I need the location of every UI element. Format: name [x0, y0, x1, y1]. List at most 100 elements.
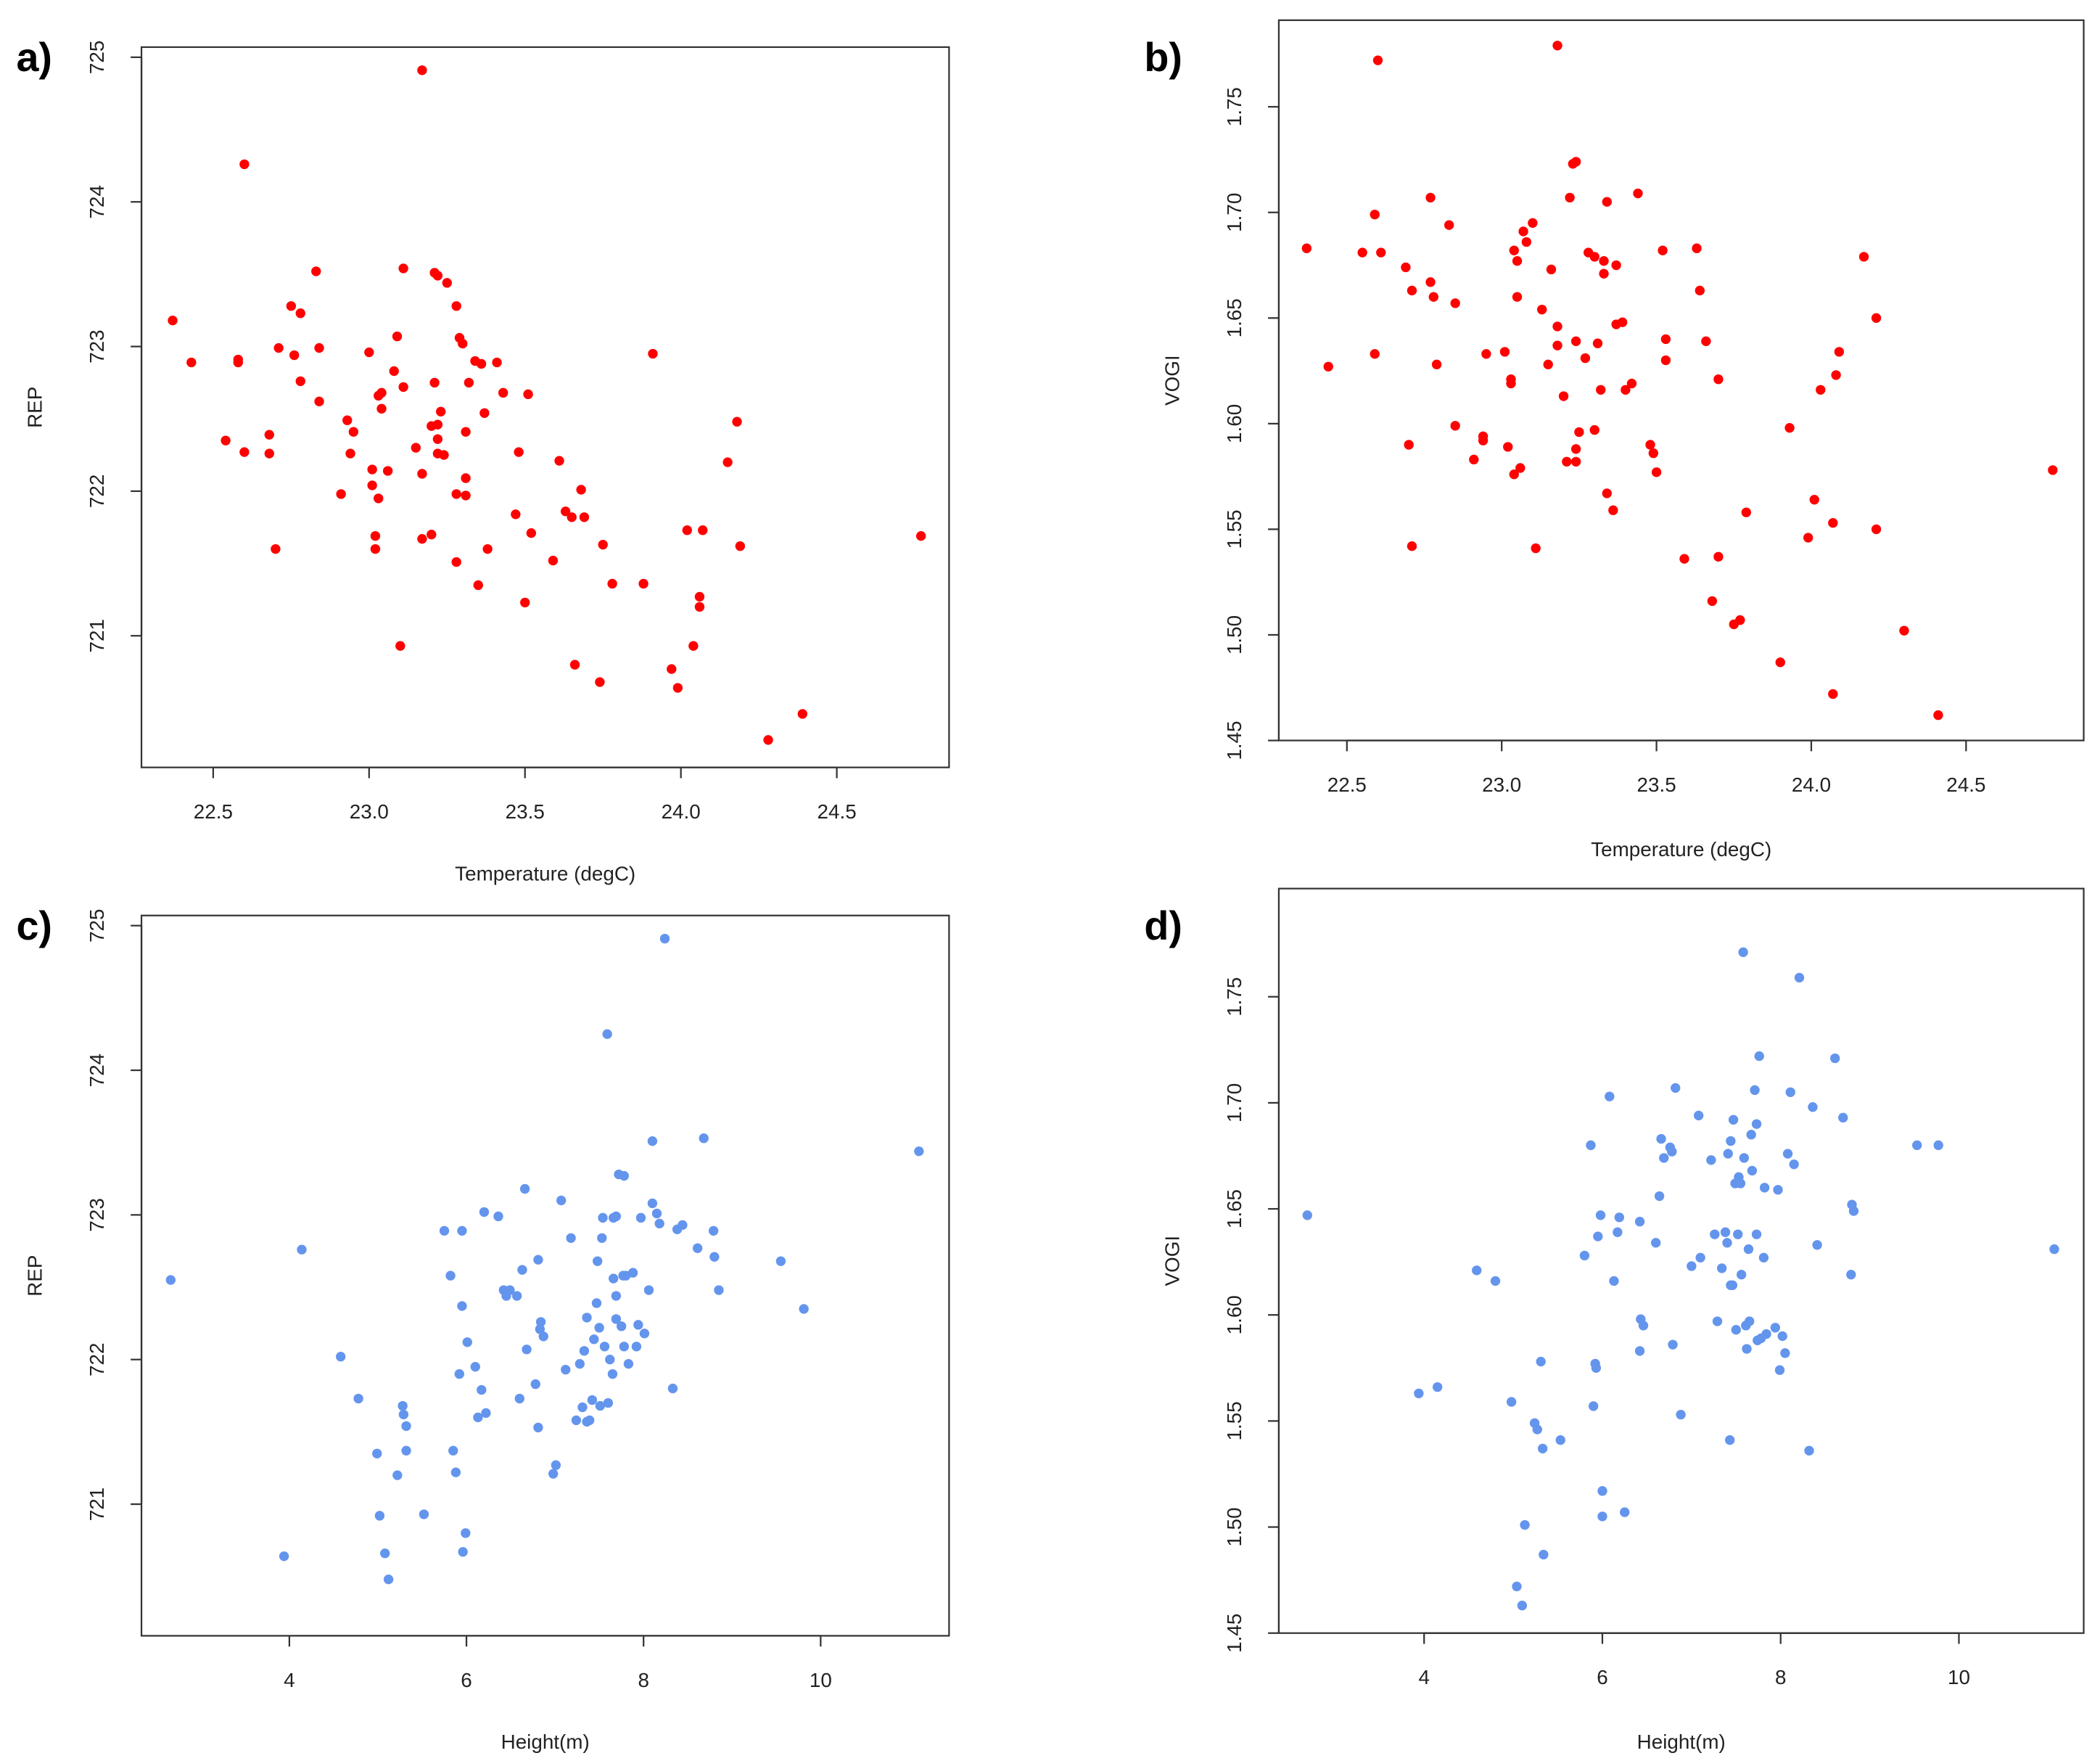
point: [314, 396, 324, 406]
point: [1831, 370, 1841, 380]
point: [295, 308, 305, 319]
point: [1478, 435, 1488, 446]
point: [585, 1415, 595, 1426]
point: [1933, 710, 1943, 721]
point: [699, 1133, 709, 1144]
point: [548, 1469, 559, 1479]
point: [1773, 1185, 1783, 1195]
x-tick-label: 24.0: [1792, 773, 1831, 796]
point: [367, 464, 377, 475]
point: [1537, 1443, 1548, 1454]
point: [1809, 494, 1819, 505]
point: [1777, 1331, 1787, 1342]
point: [383, 1575, 394, 1585]
point: [395, 641, 405, 651]
point: [454, 1368, 464, 1379]
point: [239, 159, 250, 170]
point: [364, 347, 374, 358]
point: [589, 1334, 599, 1345]
point: [2048, 465, 2058, 475]
point: [1586, 1140, 1596, 1151]
point: [1634, 1346, 1645, 1356]
point: [1552, 340, 1562, 350]
point: [1808, 1102, 1818, 1112]
x-axis-label: Height(m): [1637, 1731, 1726, 1753]
point: [1804, 1445, 1814, 1456]
y-tick-label: 1.65: [1223, 1189, 1245, 1228]
point: [461, 473, 471, 483]
x-axis-label: Temperature (degC): [1591, 838, 1771, 861]
x-tick-label: 23.0: [350, 800, 389, 823]
point: [165, 1275, 176, 1285]
point: [582, 1313, 592, 1323]
point: [1858, 252, 1869, 262]
point: [461, 1528, 471, 1538]
point: [1517, 1601, 1528, 1611]
point: [631, 1342, 642, 1352]
point: [708, 1226, 719, 1236]
point: [517, 1265, 527, 1275]
y-tick-label: 1.75: [1223, 87, 1245, 126]
point: [432, 271, 443, 281]
point: [457, 1226, 467, 1236]
point: [1687, 1261, 1697, 1271]
point: [1428, 292, 1438, 302]
x-tick-label: 22.5: [194, 800, 233, 823]
point: [647, 1136, 658, 1146]
point: [1444, 220, 1454, 230]
point: [417, 65, 427, 75]
point: [1323, 361, 1333, 372]
point: [1301, 243, 1312, 253]
point: [577, 1402, 588, 1413]
point: [1933, 1140, 1943, 1151]
point: [654, 1218, 664, 1229]
point: [311, 266, 321, 276]
point: [445, 1271, 456, 1281]
point: [1472, 1265, 1482, 1276]
y-axis-label: VOGI: [1161, 1236, 1184, 1286]
point: [1531, 543, 1541, 554]
point: [1570, 336, 1581, 347]
point: [464, 377, 474, 388]
x-tick-label: 24.5: [818, 800, 857, 823]
point: [514, 1393, 524, 1404]
point: [1357, 247, 1367, 258]
point: [1532, 1424, 1542, 1434]
point: [1490, 1276, 1501, 1286]
y-tick-label: 1.50: [1223, 1507, 1245, 1546]
point: [1407, 285, 1417, 296]
point: [376, 403, 387, 414]
point: [1593, 1231, 1603, 1241]
y-tick-label: 1.50: [1223, 615, 1245, 654]
point: [398, 1409, 409, 1420]
y-tick-label: 723: [86, 329, 108, 363]
x-tick-label: 10: [810, 1669, 832, 1691]
point: [526, 528, 537, 538]
point: [1759, 1183, 1770, 1193]
point: [374, 1511, 385, 1521]
point: [448, 1445, 458, 1456]
point: [1539, 1549, 1549, 1560]
point: [520, 597, 530, 608]
point: [611, 1314, 622, 1324]
plot-frame: [140, 914, 950, 1637]
point: [607, 1368, 618, 1379]
point: [1450, 421, 1460, 431]
point: [1370, 209, 1380, 220]
point: [348, 427, 359, 437]
point: [342, 415, 353, 425]
x-tick-label: 8: [1775, 1666, 1786, 1688]
point: [239, 447, 250, 457]
point: [462, 1337, 472, 1347]
point: [1733, 1229, 1743, 1239]
y-tick-label: 722: [86, 475, 108, 508]
point: [1707, 596, 1718, 607]
point: [554, 456, 564, 466]
point: [1668, 1339, 1678, 1350]
point: [382, 466, 393, 476]
point: [1425, 192, 1436, 203]
point: [571, 1415, 582, 1426]
point: [1506, 1397, 1517, 1407]
point: [398, 1400, 408, 1411]
point: [432, 419, 443, 430]
